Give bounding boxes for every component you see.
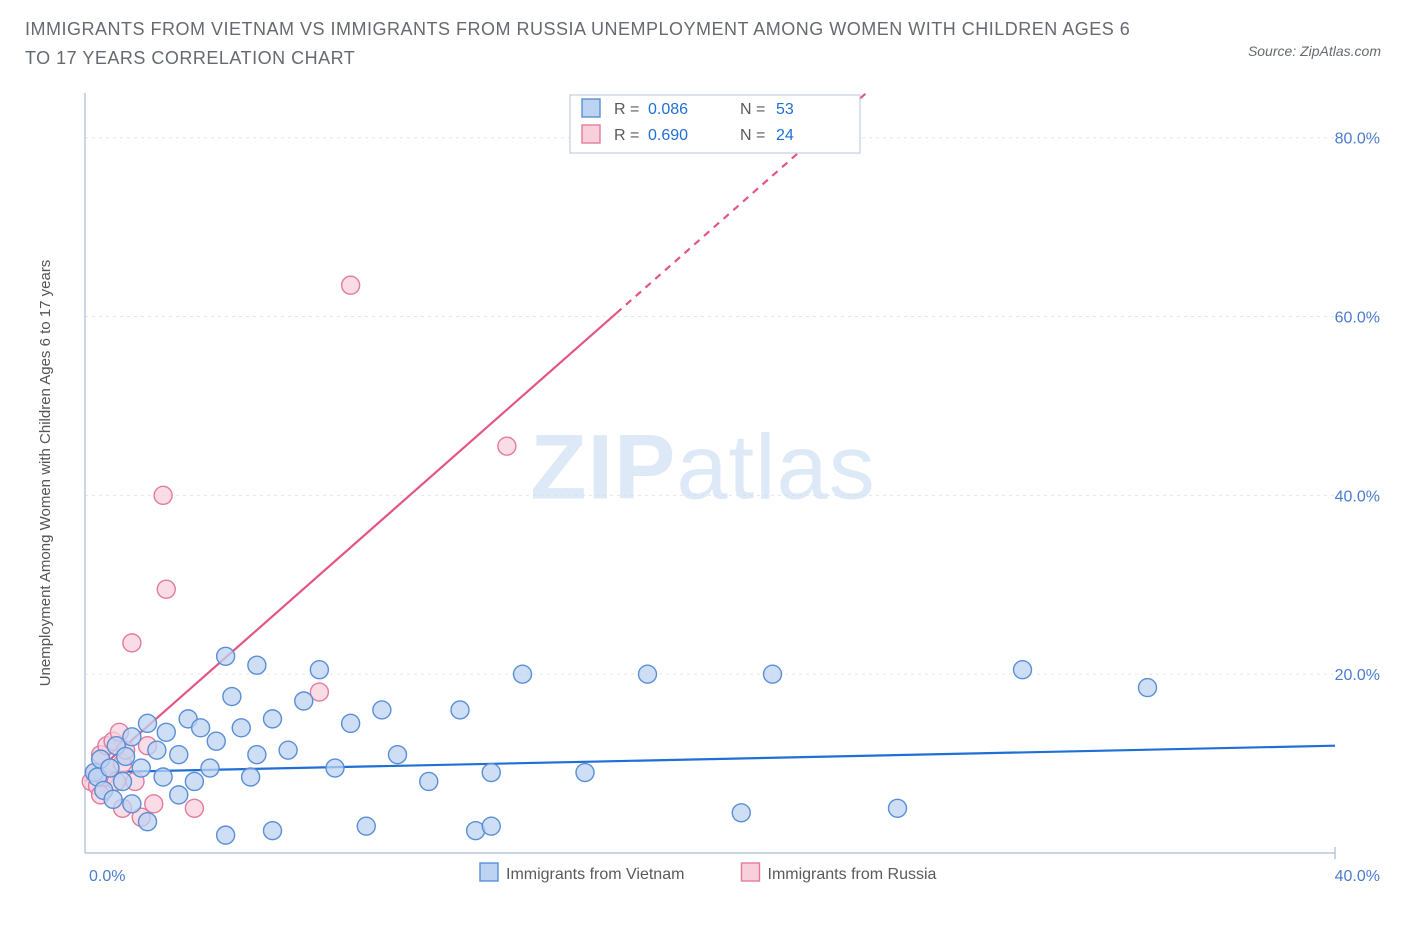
trend-line <box>85 313 616 781</box>
data-point <box>192 718 210 736</box>
data-point <box>514 665 532 683</box>
data-point <box>248 745 266 763</box>
data-point <box>576 763 594 781</box>
data-point <box>279 741 297 759</box>
data-point <box>132 759 150 777</box>
data-point <box>639 665 657 683</box>
legend-item-label: Immigrants from Russia <box>768 866 937 883</box>
data-point <box>154 768 172 786</box>
legend-n-label: N = <box>740 127 765 144</box>
data-point <box>889 799 907 817</box>
data-point <box>114 772 132 790</box>
legend-r-value: 0.086 <box>648 101 688 118</box>
data-point <box>217 647 235 665</box>
data-point <box>232 718 250 736</box>
data-point <box>451 701 469 719</box>
data-point <box>104 790 122 808</box>
data-point <box>242 768 260 786</box>
legend-r-label: R = <box>614 101 639 118</box>
data-point <box>139 714 157 732</box>
data-point <box>139 812 157 830</box>
x-tick-label: 40.0% <box>1335 868 1380 885</box>
data-point <box>117 747 135 765</box>
data-point <box>373 701 391 719</box>
data-point <box>185 799 203 817</box>
data-point <box>420 772 438 790</box>
data-point <box>123 794 141 812</box>
data-point <box>264 709 282 727</box>
data-point <box>482 817 500 835</box>
data-point <box>1139 678 1157 696</box>
data-point <box>326 759 344 777</box>
legend-swatch <box>480 863 498 881</box>
data-point <box>157 580 175 598</box>
scatter-chart: 20.0% 40.0% 60.0% 80.0% 0.0% 40.0% Unemploymen… <box>25 83 1381 903</box>
data-point <box>217 826 235 844</box>
y-tick-label: 80.0% <box>1335 130 1380 147</box>
legend-n-value: 53 <box>776 101 794 118</box>
data-point <box>498 437 516 455</box>
data-point <box>223 687 241 705</box>
legend-swatch <box>582 99 600 117</box>
data-point <box>123 727 141 745</box>
data-point <box>1014 660 1032 678</box>
source-label: Source: ZipAtlas.com <box>1248 15 1381 59</box>
data-point <box>154 486 172 504</box>
data-point <box>207 732 225 750</box>
x-tick-label: 0.0% <box>89 868 125 885</box>
data-point <box>342 276 360 294</box>
data-point <box>123 633 141 651</box>
y-tick-label: 60.0% <box>1335 309 1380 326</box>
data-point <box>248 656 266 674</box>
data-point <box>342 714 360 732</box>
y-tick-label: 20.0% <box>1335 667 1380 684</box>
legend-n-value: 24 <box>776 127 794 144</box>
data-point <box>170 785 188 803</box>
data-point <box>157 723 175 741</box>
trend-line <box>85 745 1335 772</box>
data-point <box>482 763 500 781</box>
y-axis-title: Unemployment Among Women with Children A… <box>37 259 54 686</box>
data-point <box>148 741 166 759</box>
legend-swatch <box>742 863 760 881</box>
data-point <box>170 745 188 763</box>
data-point <box>145 794 163 812</box>
legend-r-label: R = <box>614 127 639 144</box>
data-point <box>764 665 782 683</box>
legend-swatch <box>582 125 600 143</box>
data-point <box>295 692 313 710</box>
data-point <box>357 817 375 835</box>
data-point <box>732 803 750 821</box>
legend-item-label: Immigrants from Vietnam <box>506 866 684 883</box>
chart-container: ZIPatlas 20.0%40.0%60.0%80.0%0.0%40.0%Un… <box>25 83 1381 903</box>
chart-title: IMMIGRANTS FROM VIETNAM VS IMMIGRANTS FR… <box>25 15 1145 73</box>
data-point <box>201 759 219 777</box>
legend-n-label: N = <box>740 101 765 118</box>
data-point <box>185 772 203 790</box>
data-point <box>310 660 328 678</box>
legend-r-value: 0.690 <box>648 127 688 144</box>
data-point <box>389 745 407 763</box>
y-tick-label: 40.0% <box>1335 488 1380 505</box>
data-point <box>264 821 282 839</box>
